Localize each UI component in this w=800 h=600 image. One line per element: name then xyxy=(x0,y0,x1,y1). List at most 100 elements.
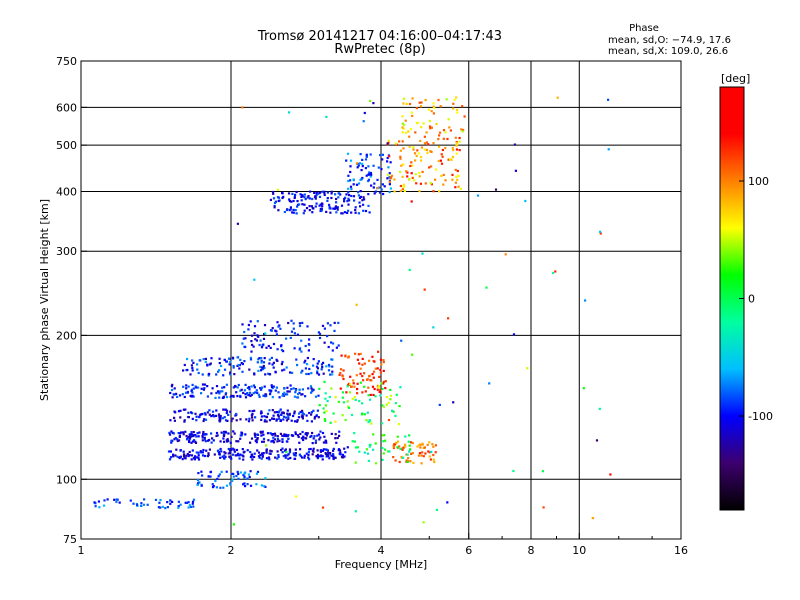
data-point xyxy=(142,503,146,506)
data-point xyxy=(340,456,344,459)
data-point xyxy=(409,128,412,131)
data-point xyxy=(241,370,244,373)
data-point xyxy=(301,417,304,420)
data-point xyxy=(394,414,397,417)
data-point xyxy=(345,193,348,196)
data-point xyxy=(250,453,253,456)
chart-title: Tromsø 20141217 04:16:00–04:17:43 xyxy=(257,29,502,44)
data-point xyxy=(298,203,301,206)
data-point xyxy=(419,105,423,108)
data-point xyxy=(309,190,312,193)
data-point xyxy=(405,170,408,173)
data-point xyxy=(261,430,264,433)
data-point xyxy=(259,387,262,390)
data-point xyxy=(269,449,272,452)
data-point xyxy=(279,408,282,411)
data-point xyxy=(335,441,338,444)
data-point xyxy=(307,349,310,352)
data-point xyxy=(177,500,180,503)
data-point xyxy=(291,371,294,374)
data-point xyxy=(205,433,208,436)
data-point xyxy=(289,336,292,339)
data-point xyxy=(388,191,391,194)
data-point xyxy=(396,446,399,449)
data-point xyxy=(290,388,293,391)
data-point xyxy=(358,362,361,365)
data-point xyxy=(192,505,195,508)
data-point xyxy=(195,419,198,422)
data-point xyxy=(347,174,350,177)
data-point xyxy=(312,437,315,440)
data-point xyxy=(332,457,335,461)
data-point xyxy=(340,212,343,215)
colorbar-tick-label: 0 xyxy=(748,293,755,306)
x-tick-label: 1 xyxy=(78,544,85,557)
data-point xyxy=(420,146,423,149)
data-point xyxy=(301,414,304,417)
data-point xyxy=(367,394,370,397)
data-point xyxy=(408,434,411,437)
data-point xyxy=(294,448,297,451)
data-point xyxy=(222,486,225,489)
data-point xyxy=(452,401,455,404)
data-point xyxy=(176,395,179,398)
data-point xyxy=(190,458,193,461)
data-point xyxy=(251,455,254,458)
data-point xyxy=(342,369,345,372)
data-point xyxy=(240,362,243,365)
data-point xyxy=(391,409,394,412)
data-point xyxy=(428,125,432,128)
data-point xyxy=(190,389,193,392)
data-point xyxy=(334,420,337,423)
data-point xyxy=(318,404,321,407)
data-point xyxy=(302,413,305,416)
data-point xyxy=(334,396,337,399)
data-point xyxy=(389,388,392,391)
data-point xyxy=(289,206,292,209)
data-point xyxy=(188,437,192,440)
data-point xyxy=(176,455,179,458)
data-point xyxy=(229,410,232,413)
data-point xyxy=(203,418,206,421)
data-point xyxy=(203,412,206,415)
data-point xyxy=(361,391,364,394)
data-point xyxy=(220,431,223,434)
data-point xyxy=(208,409,211,412)
data-point xyxy=(264,419,267,422)
data-point xyxy=(426,151,429,155)
colorbar-gradient xyxy=(719,86,745,511)
data-point xyxy=(198,481,201,484)
data-point xyxy=(161,505,164,508)
data-point xyxy=(197,454,200,457)
data-point xyxy=(241,342,244,345)
data-point xyxy=(330,432,333,435)
data-point xyxy=(361,158,364,161)
data-point xyxy=(335,197,338,201)
data-point xyxy=(422,122,425,125)
data-point xyxy=(419,156,423,159)
data-point xyxy=(267,372,270,375)
data-point xyxy=(399,157,402,160)
data-point xyxy=(598,407,601,410)
data-point xyxy=(311,449,314,452)
data-point xyxy=(286,454,289,457)
data-point xyxy=(348,383,352,386)
data-point xyxy=(243,482,246,485)
data-point xyxy=(115,498,118,501)
data-point xyxy=(215,434,218,438)
data-point xyxy=(237,472,240,476)
data-point xyxy=(392,446,395,450)
data-point xyxy=(229,360,232,364)
data-point xyxy=(232,472,235,475)
data-point xyxy=(235,419,238,422)
data-point xyxy=(377,166,380,169)
data-point xyxy=(384,439,387,442)
data-point xyxy=(494,188,498,191)
data-point xyxy=(378,385,381,388)
data-point xyxy=(185,454,188,457)
data-point xyxy=(294,193,297,196)
data-point xyxy=(336,208,339,211)
data-point xyxy=(476,194,480,197)
data-point xyxy=(344,354,347,357)
data-point xyxy=(206,411,209,414)
